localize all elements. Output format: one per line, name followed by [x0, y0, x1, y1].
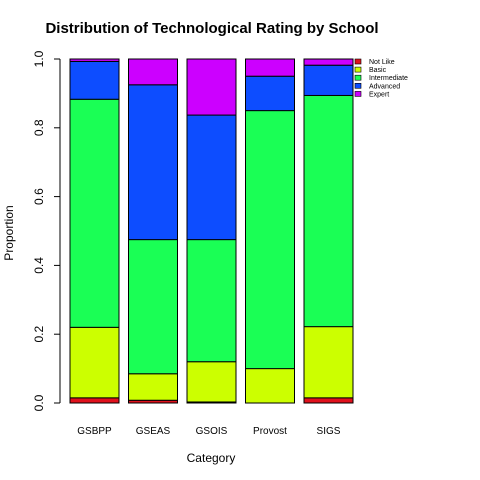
bar-gseas-expert — [128, 58, 178, 86]
bar-gsbpp-basic — [69, 326, 120, 399]
chart-title: Distribution of Technological Rating by … — [45, 20, 378, 37]
y-axis-label: Proportion — [2, 205, 16, 260]
bar-gsois-advanced — [186, 114, 237, 241]
legend-swatch — [354, 58, 362, 65]
x-axis-label: Category — [187, 451, 236, 465]
legend-swatch — [354, 74, 362, 81]
bar-sigs-expert — [303, 58, 354, 66]
bar-gsois-intermediate — [186, 239, 237, 363]
bar-gseas-basic — [128, 373, 178, 401]
legend-swatch — [354, 91, 362, 97]
category-label: GSOIS — [196, 426, 228, 437]
y-tick-label: 0.4 — [32, 257, 46, 274]
bar-provost-basic — [245, 368, 295, 404]
bar-gseas-intermediate — [128, 239, 178, 375]
legend-swatch — [354, 66, 362, 73]
bars — [69, 58, 354, 404]
bar-gseas-advanced — [128, 84, 178, 241]
y-tick-label: 0.8 — [32, 119, 46, 136]
bar-provost-expert — [245, 58, 295, 77]
y-axis: 0.0 0.2 0.4 0.6 0.8 1.0 — [32, 50, 61, 411]
bar-gsbpp-not-like — [69, 397, 120, 404]
bar-gsbpp-intermediate — [69, 98, 120, 328]
y-tick-label: 0.0 — [32, 394, 46, 411]
category-label: GSBPP — [77, 426, 112, 437]
bar-sigs-basic — [303, 326, 354, 399]
legend-label: Advanced — [369, 83, 400, 90]
bar-provost-intermediate — [245, 110, 295, 370]
bar-provost-advanced — [245, 75, 295, 112]
bar-gsois-basic — [186, 361, 237, 403]
legend-label: Intermediate — [369, 75, 408, 82]
category-label: Provost — [253, 426, 287, 437]
bar-sigs-advanced — [303, 64, 354, 96]
y-tick-label: 0.2 — [32, 326, 46, 343]
category-labels: GSBPP GSEAS GSOIS Provost SIGS — [77, 426, 341, 437]
legend-label: Expert — [369, 91, 389, 98]
y-tick-label: 1.0 — [32, 50, 46, 67]
bar-gsbpp-expert — [69, 58, 120, 62]
legend-label: Not Like — [369, 59, 395, 66]
category-label: SIGS — [317, 426, 341, 437]
bar-sigs-intermediate — [303, 94, 354, 328]
legend-label: Basic — [369, 67, 387, 74]
bar-sigs-not-like — [303, 397, 354, 404]
y-tick-label: 0.6 — [32, 188, 46, 205]
category-label: GSEAS — [136, 426, 171, 437]
legend-swatch — [354, 83, 362, 89]
bar-gsbpp-advanced — [69, 60, 120, 100]
bar-gsois-expert — [186, 58, 237, 116]
